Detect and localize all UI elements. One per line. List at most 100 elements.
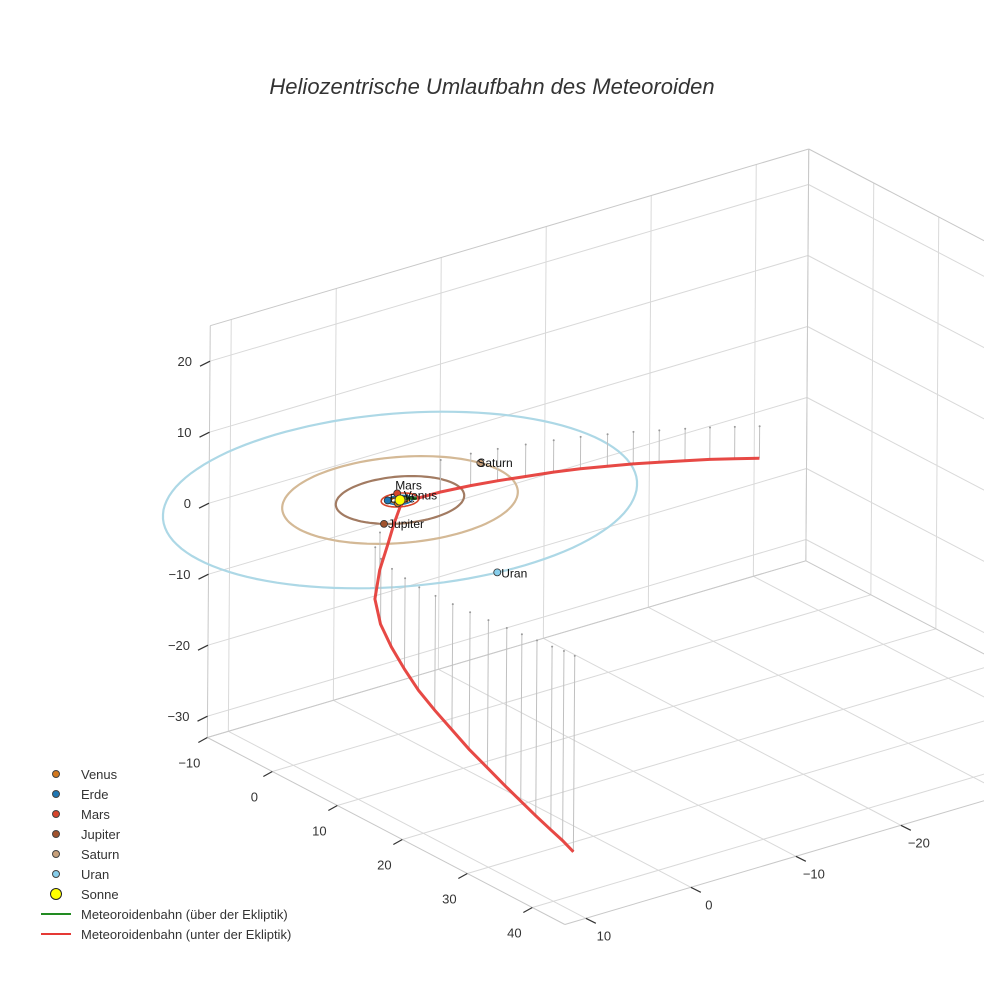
box-edge	[805, 148, 810, 561]
drop-line	[451, 604, 454, 730]
x-tick-label: 40	[507, 926, 521, 941]
backwall-grid-z	[207, 468, 807, 646]
drop-line-tip	[469, 452, 472, 455]
legend-label: Meteoroidenbahn (unter der Ekliptik)	[81, 926, 292, 942]
trajectory-below-ecliptic-lower	[373, 497, 575, 853]
box-edge	[207, 737, 566, 925]
sidewall-grid-x	[935, 216, 940, 629]
legend-label: Venus	[81, 766, 118, 782]
planet-label-mars: Mars	[395, 478, 422, 492]
trajectory-layer	[373, 456, 760, 853]
planet-uran	[493, 568, 502, 577]
drop-line-tip	[684, 427, 687, 430]
sidewall-grid-z	[807, 326, 984, 420]
legend-item[interactable]: Jupiter	[36, 824, 291, 844]
y-tick-label: −20	[908, 835, 930, 850]
sidewall-grid-x	[870, 182, 875, 595]
legend-dot-icon	[36, 884, 76, 904]
chart-title: Heliozentrische Umlaufbahn des Meteoroid…	[269, 74, 715, 99]
backwall-grid-y	[647, 195, 652, 608]
floor-grid-x	[532, 773, 984, 908]
box-edge	[805, 560, 984, 655]
x-tick-label: −10	[178, 756, 200, 771]
legend-label: Uran	[81, 866, 110, 882]
x-tick-mark	[263, 770, 273, 778]
legend-dot-icon	[36, 864, 76, 884]
drop-line-tip	[404, 577, 407, 580]
legend-item[interactable]: Meteoroidenbahn (unter der Ekliptik)	[36, 924, 291, 944]
floor-grid-y	[543, 637, 902, 826]
orbit-jupiter	[334, 475, 466, 526]
legend-item[interactable]: Mars	[36, 804, 291, 824]
z-tick-label: −30	[167, 709, 189, 724]
drop-line-tip	[379, 531, 381, 534]
backwall-grid-y	[437, 257, 442, 670]
drop-line-tip	[536, 639, 538, 642]
z-tick-label: −10	[168, 567, 190, 582]
drop-line	[505, 628, 508, 787]
legend-dot-icon	[36, 844, 76, 864]
drop-line	[390, 568, 393, 647]
z-tick-mark	[197, 715, 208, 722]
legend-line-icon	[36, 924, 76, 944]
legend-label: Meteoroidenbahn (über der Ekliptik)	[81, 906, 288, 922]
box-edge	[564, 800, 984, 925]
drop-line	[486, 620, 489, 768]
z-tick-mark	[198, 573, 209, 580]
legend-item[interactable]: Sonne	[36, 884, 291, 904]
drop-line	[434, 595, 436, 711]
legend-label: Saturn	[81, 846, 120, 862]
drop-line-tip	[487, 619, 490, 622]
drop-line	[468, 612, 471, 750]
planet-saturn	[476, 459, 485, 467]
legend-item[interactable]: Erde	[36, 784, 291, 804]
orbit-uran	[161, 410, 639, 590]
x-tick-label: 30	[442, 892, 456, 907]
drop-line	[550, 646, 553, 830]
sidewall-grid-z	[808, 184, 984, 277]
drop-line-tip	[733, 425, 736, 428]
box-edge	[808, 148, 984, 242]
floor-grid-x	[402, 667, 984, 840]
planet-erde	[383, 496, 392, 505]
x-tick-label: 20	[377, 858, 391, 873]
grid-layer	[206, 148, 984, 925]
drop-line	[520, 634, 523, 802]
drop-line-tip	[606, 433, 609, 436]
z-tick-label: 0	[184, 496, 191, 511]
z-tick-label: 20	[178, 354, 192, 369]
drop-line-tip	[520, 633, 523, 636]
sidewall-grid-z	[807, 255, 984, 349]
drop-line	[535, 640, 538, 816]
backwall-grid-z	[208, 397, 808, 575]
drop-line-tip	[524, 443, 527, 446]
z-tick-mark	[199, 360, 211, 367]
legend-line-icon	[36, 904, 76, 924]
drop-line-tip	[632, 430, 635, 433]
box-edge	[206, 325, 211, 738]
drop-line-tip	[374, 546, 377, 549]
legend-item[interactable]: Venus	[36, 764, 291, 784]
drop-line-tip	[658, 429, 661, 432]
legend-item[interactable]: Meteoroidenbahn (über der Ekliptik)	[36, 904, 291, 924]
drop-line-tip	[579, 435, 582, 438]
y-tick-label: 10	[597, 928, 611, 943]
x-tick-mark	[458, 872, 468, 880]
x-tick-mark	[523, 906, 533, 914]
legend-dot-icon	[36, 824, 76, 844]
legend-item[interactable]: Uran	[36, 864, 291, 884]
x-tick-label: 0	[251, 790, 258, 805]
legend-dot-icon	[36, 804, 76, 824]
backwall-grid-y	[332, 288, 337, 701]
y-tick-mark	[585, 917, 597, 924]
y-tick-label: −10	[803, 866, 825, 881]
drop-line-tip	[391, 567, 393, 570]
y-tick-mark	[690, 886, 702, 893]
legend-item[interactable]: Saturn	[36, 844, 291, 864]
drop-line-tip	[709, 426, 712, 429]
z-tick-label: −20	[168, 638, 190, 653]
floor-grid-x	[337, 628, 936, 806]
drop-line-tip	[439, 459, 442, 462]
